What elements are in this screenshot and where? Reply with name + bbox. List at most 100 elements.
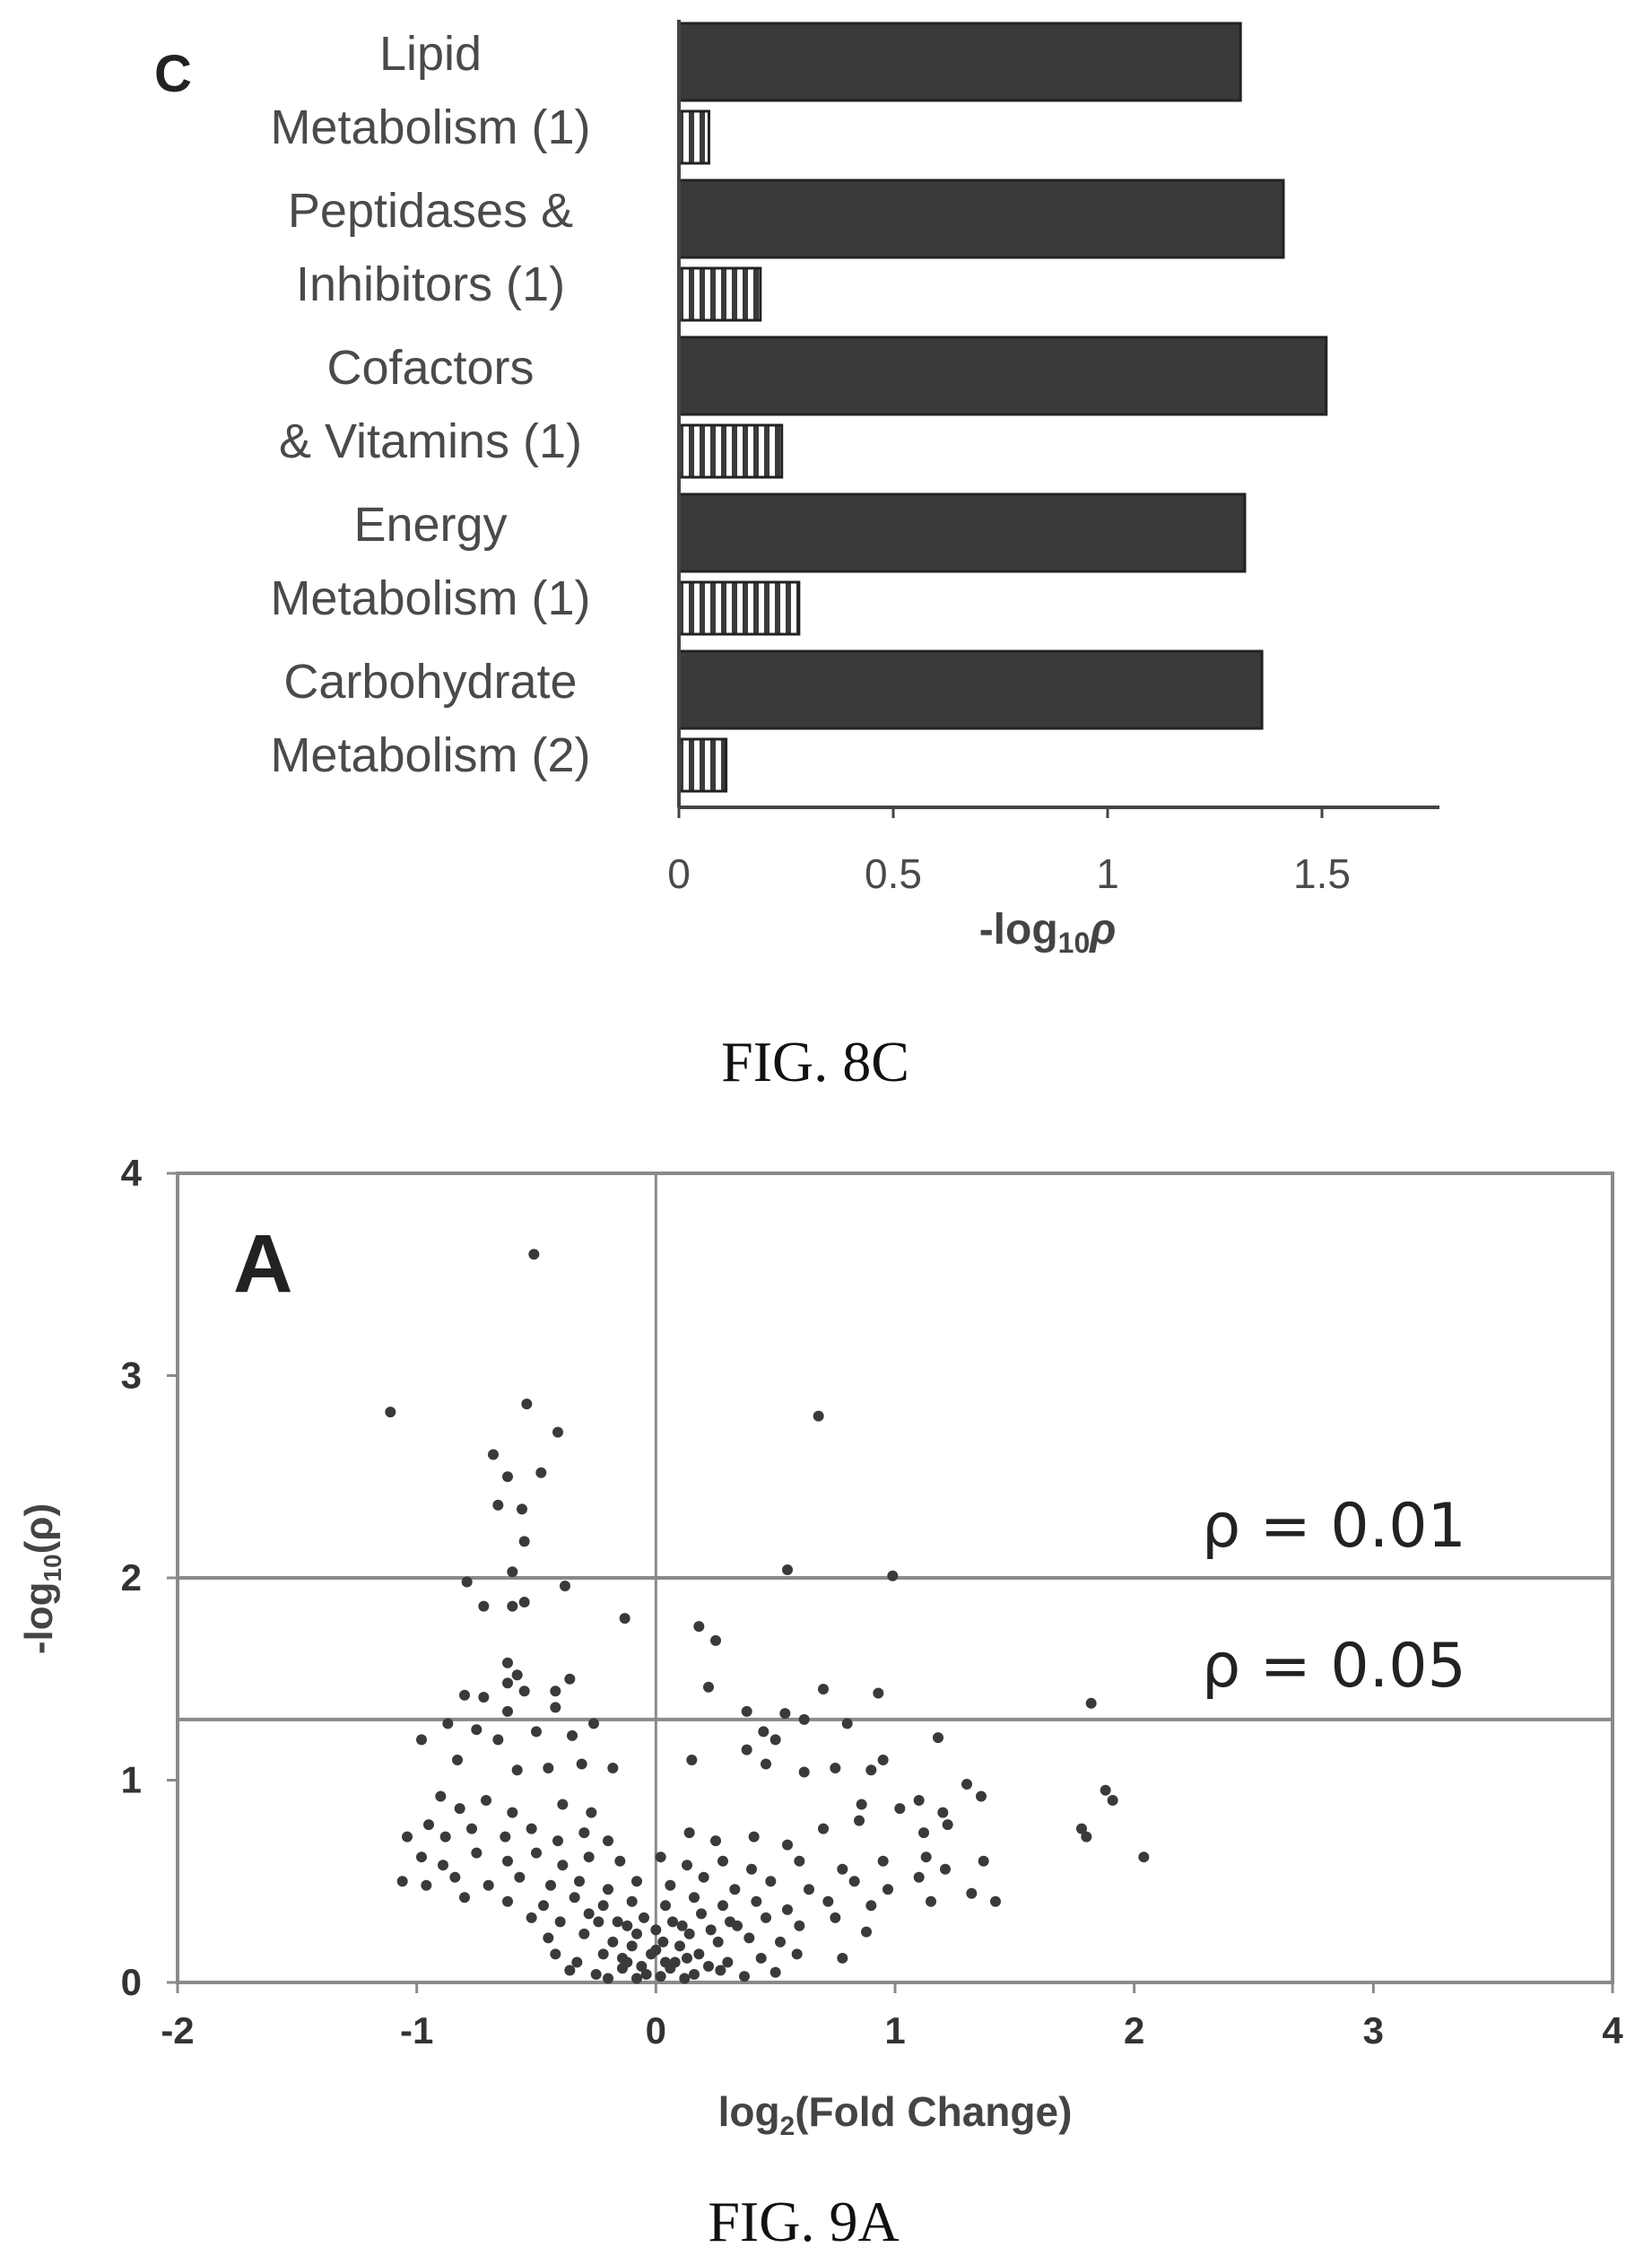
panel-label: A xyxy=(233,1218,292,1310)
data-point xyxy=(761,1912,771,1923)
data-point xyxy=(619,1613,630,1625)
data-point xyxy=(657,1936,669,1947)
bar-solid xyxy=(677,649,1264,730)
figure-caption-8c: FIG. 8C xyxy=(721,1030,909,1093)
data-point xyxy=(775,1936,786,1947)
data-point xyxy=(761,1758,771,1770)
data-point xyxy=(528,1249,540,1260)
data-point xyxy=(554,1916,566,1928)
data-point xyxy=(758,1726,769,1738)
x-tick-label: 1 xyxy=(1096,850,1119,897)
data-point xyxy=(550,1702,561,1713)
data-point xyxy=(569,1892,580,1903)
data-point xyxy=(978,1855,989,1867)
data-point xyxy=(873,1687,884,1699)
data-point xyxy=(617,1952,628,1964)
data-point xyxy=(442,1718,454,1729)
data-point xyxy=(571,1956,583,1968)
data-point xyxy=(729,1884,741,1895)
data-point xyxy=(937,1807,949,1818)
data-point xyxy=(550,1948,561,1960)
y-tick-label: 0 xyxy=(121,1961,142,2003)
data-point xyxy=(739,1971,750,1982)
panel-label: C xyxy=(154,45,192,103)
y-tick-label: 4 xyxy=(121,1152,143,1194)
data-point xyxy=(514,1871,526,1883)
data-point xyxy=(1100,1784,1111,1796)
data-point xyxy=(877,1754,889,1765)
axes: 0 0.5 1 1.5 xyxy=(667,20,1439,897)
bar-hatched xyxy=(677,109,710,165)
data-point xyxy=(502,1471,513,1483)
data-point xyxy=(518,1686,530,1697)
y-axis-label: -log10(ρ) xyxy=(17,1503,66,1654)
data-point xyxy=(798,1713,810,1725)
data-point xyxy=(696,1908,707,1920)
data-point xyxy=(660,1900,671,1912)
data-point xyxy=(597,1948,609,1960)
category-labels: Lipid Metabolism (1) Peptidases & Inhibitor… xyxy=(270,27,590,782)
data-point xyxy=(564,1964,576,1976)
data-point xyxy=(502,1657,513,1668)
data-point xyxy=(779,1708,791,1720)
data-point xyxy=(631,1928,642,1939)
data-point xyxy=(933,1732,943,1744)
data-point xyxy=(755,1952,767,1964)
data-point xyxy=(813,1410,824,1422)
data-point xyxy=(1138,1851,1150,1863)
x-tick-label: 2 xyxy=(1124,2009,1144,2052)
category-label: Metabolism (2) xyxy=(270,728,590,782)
data-point xyxy=(887,1570,899,1581)
bar-solid xyxy=(677,492,1247,573)
data-point xyxy=(597,1900,609,1912)
data-point xyxy=(552,1426,563,1438)
bar-hatched xyxy=(677,580,801,636)
data-point xyxy=(543,1762,554,1773)
data-point xyxy=(798,1766,810,1778)
data-point xyxy=(607,1762,619,1773)
category-label: Carbohydrate xyxy=(283,655,577,709)
x-tick-label: 4 xyxy=(1602,2009,1623,2052)
data-point xyxy=(560,1581,570,1592)
data-point xyxy=(854,1815,865,1826)
data-point xyxy=(402,1831,413,1842)
data-point xyxy=(617,1963,628,1974)
data-point xyxy=(603,1973,613,1984)
axis-ticks: -2 -1 0 1 2 3 4 0 1 2 3 4 xyxy=(121,1152,1624,2052)
bar-solid xyxy=(677,179,1285,259)
data-point xyxy=(841,1718,853,1729)
bar-hatched xyxy=(677,423,784,479)
category-label: Inhibitors (1) xyxy=(296,257,565,311)
data-point xyxy=(538,1900,549,1912)
data-point xyxy=(626,1940,638,1952)
data-point xyxy=(578,1928,590,1939)
bar-solid xyxy=(677,22,1242,102)
data-point xyxy=(518,1597,530,1608)
bar-chart-fig-8c: C Lipid Metabolism (1) Peptidases & Inhibit… xyxy=(154,20,1439,1093)
data-point xyxy=(676,1920,688,1931)
data-point xyxy=(454,1803,465,1815)
data-point xyxy=(481,1795,491,1807)
y-tick-label: 1 xyxy=(121,1759,142,1801)
data-point xyxy=(682,1952,692,1964)
data-point xyxy=(521,1398,533,1410)
data-point xyxy=(511,1669,523,1681)
data-point xyxy=(550,1686,561,1697)
data-point xyxy=(698,1871,709,1883)
data-point xyxy=(631,1973,642,1984)
data-point xyxy=(693,1948,705,1960)
data-point xyxy=(705,1924,717,1936)
data-point xyxy=(710,1634,721,1646)
data-point xyxy=(1076,1823,1087,1834)
bar-solid xyxy=(677,335,1328,416)
data-point xyxy=(717,1900,728,1912)
data-point xyxy=(667,1916,678,1928)
x-tick-label: 0 xyxy=(646,2009,666,2052)
data-point xyxy=(471,1724,483,1736)
data-point xyxy=(1085,1697,1097,1709)
data-point xyxy=(865,1764,877,1776)
data-point xyxy=(703,1681,714,1693)
data-point xyxy=(557,1860,569,1871)
y-tick-label: 3 xyxy=(121,1355,142,1397)
data-point xyxy=(461,1576,473,1588)
